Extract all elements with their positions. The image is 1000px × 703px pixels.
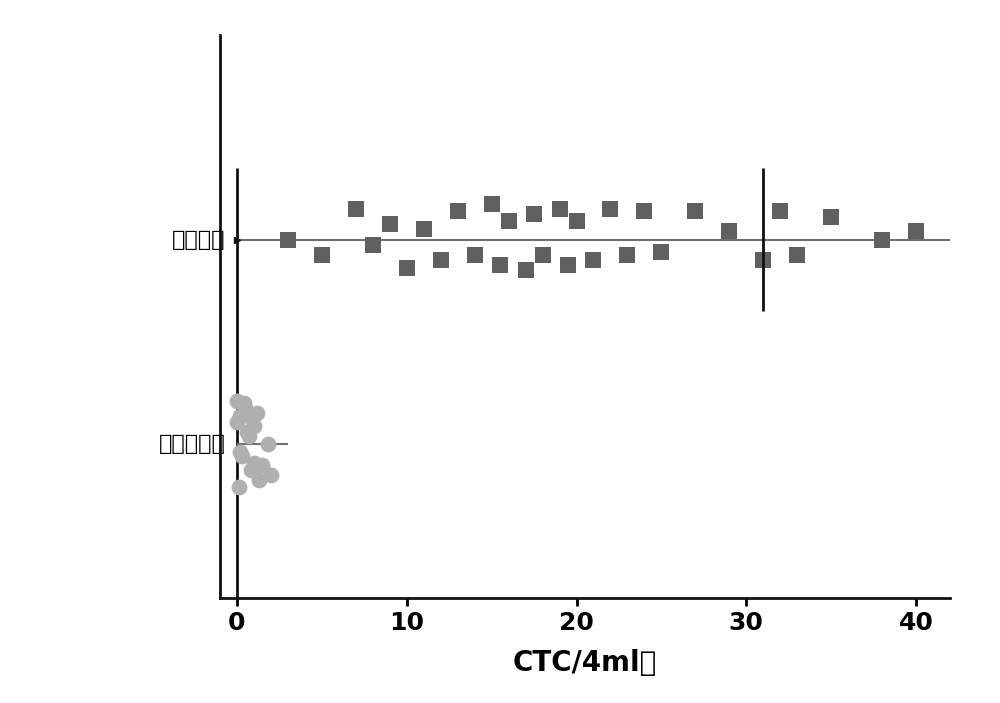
Point bbox=[602, 203, 618, 214]
Point bbox=[263, 469, 279, 480]
Point bbox=[234, 451, 250, 462]
Point bbox=[619, 250, 635, 261]
Point bbox=[229, 396, 245, 407]
Point bbox=[789, 250, 805, 261]
Point bbox=[348, 203, 364, 214]
Point bbox=[526, 209, 542, 220]
Point bbox=[535, 250, 551, 261]
Point bbox=[501, 216, 517, 227]
Point bbox=[231, 482, 247, 493]
Point bbox=[450, 205, 466, 217]
Point bbox=[636, 205, 652, 217]
Point bbox=[246, 420, 262, 432]
Point bbox=[229, 416, 245, 427]
Point bbox=[239, 426, 255, 437]
Point bbox=[232, 410, 248, 421]
Point bbox=[874, 234, 890, 245]
Point bbox=[249, 408, 265, 419]
Point bbox=[653, 246, 669, 257]
Point bbox=[823, 212, 839, 223]
Text: 正常志愿者: 正常志愿者 bbox=[159, 434, 226, 454]
Point bbox=[243, 464, 259, 475]
Point bbox=[237, 403, 253, 414]
Point bbox=[251, 475, 267, 486]
Point bbox=[721, 226, 737, 237]
Point bbox=[552, 203, 568, 214]
Point bbox=[232, 446, 248, 458]
Point bbox=[254, 459, 270, 470]
Point bbox=[416, 224, 432, 235]
Point bbox=[314, 250, 330, 261]
Point bbox=[518, 265, 534, 276]
Point bbox=[908, 226, 924, 237]
Point bbox=[382, 219, 398, 230]
Point bbox=[569, 216, 585, 227]
Point bbox=[365, 239, 381, 250]
Point bbox=[585, 254, 601, 266]
Point bbox=[246, 457, 262, 468]
Point bbox=[772, 205, 788, 217]
Text: 肝癌病人: 肝癌病人 bbox=[172, 230, 226, 250]
Point bbox=[280, 234, 296, 245]
Point bbox=[433, 254, 449, 266]
Point bbox=[755, 254, 771, 266]
Point bbox=[260, 439, 276, 450]
Point bbox=[399, 263, 415, 274]
Point bbox=[241, 430, 257, 441]
Point bbox=[244, 413, 260, 424]
Point bbox=[687, 205, 703, 217]
Point bbox=[560, 259, 576, 271]
Point bbox=[467, 250, 483, 261]
Point bbox=[484, 198, 500, 209]
Point bbox=[492, 259, 508, 271]
X-axis label: CTC/4ml血: CTC/4ml血 bbox=[513, 649, 657, 676]
Point bbox=[236, 398, 252, 409]
